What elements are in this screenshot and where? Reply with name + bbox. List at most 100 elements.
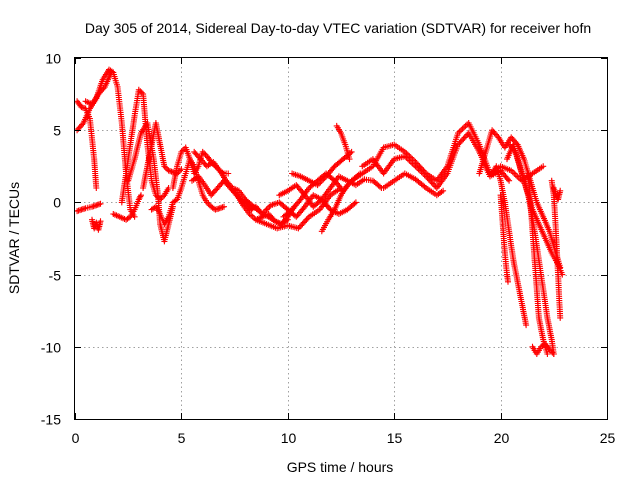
axes: 0 5 10 15 20 25 -15 -10 -5 0 5 10 [41, 51, 616, 447]
data-point [352, 199, 359, 206]
series-arc-33 [550, 185, 564, 203]
data-point [138, 192, 144, 199]
data-point [491, 130, 498, 137]
data-point [200, 159, 207, 165]
data-point [459, 125, 466, 132]
data-point [440, 187, 447, 194]
data-point [213, 186, 220, 193]
series-arc-24 [380, 170, 447, 199]
data-point [137, 193, 144, 200]
series-arc-4 [74, 66, 138, 220]
series-arc-20 [318, 182, 351, 235]
data-point [300, 219, 307, 226]
y-tick-label: -10 [41, 340, 61, 356]
data-point [304, 215, 311, 222]
y-tick-label: -5 [49, 268, 62, 284]
data-point [303, 216, 310, 223]
data-point [544, 351, 551, 357]
x-axis-title: GPS time / hours [287, 459, 394, 475]
data-point [108, 69, 115, 76]
series-arc-30 [525, 170, 551, 357]
data-point [506, 177, 513, 184]
data-point [509, 146, 516, 152]
data-point [221, 203, 227, 210]
x-tick-label: 0 [72, 430, 80, 446]
data-point [557, 187, 564, 194]
data-point [512, 172, 519, 178]
data-point [201, 150, 208, 157]
data-point [348, 148, 355, 155]
data-point [179, 147, 186, 154]
data-point [549, 349, 556, 356]
data-point [160, 193, 166, 200]
data-point [523, 322, 530, 329]
data-point [260, 209, 267, 216]
data-series [74, 66, 566, 357]
data-point [138, 89, 145, 96]
series-arc-31 [529, 340, 557, 357]
data-point [264, 205, 271, 212]
data-point [461, 124, 468, 131]
x-tick-label: 15 [387, 430, 403, 446]
data-point [178, 166, 185, 173]
data-point [296, 223, 303, 230]
data-point [225, 170, 232, 177]
series-arc-21 [333, 122, 353, 163]
data-point [192, 150, 199, 157]
data-point [95, 91, 102, 98]
data-point [302, 218, 309, 225]
data-point [377, 183, 383, 190]
data-point [227, 185, 234, 191]
y-tick-label: 5 [53, 123, 61, 139]
data-point [504, 176, 511, 183]
data-point [346, 156, 353, 163]
data-point [199, 148, 206, 155]
data-point [222, 179, 229, 186]
data-point [266, 212, 273, 219]
x-tick-label: 25 [600, 430, 616, 446]
data-point [456, 140, 463, 147]
data-point [265, 211, 272, 217]
data-point [263, 206, 270, 213]
data-point [158, 195, 165, 202]
data-point [550, 351, 557, 357]
data-point [406, 157, 413, 164]
series-arc-2 [74, 200, 104, 215]
y-axis-title: SDTVAR / TECUs [6, 182, 22, 294]
chart-title: Day 305 of 2014, Sidereal Day-to-day VTE… [85, 20, 591, 36]
data-point [557, 314, 564, 321]
series-arc-18 [276, 173, 385, 210]
series-arc-19 [289, 148, 355, 189]
data-point [330, 164, 337, 171]
data-point [97, 218, 104, 225]
data-point [513, 140, 520, 147]
x-tick-label: 20 [494, 430, 510, 446]
series-arc-9 [140, 120, 185, 191]
data-point [344, 182, 351, 189]
data-point [552, 192, 559, 199]
data-point [421, 172, 428, 178]
data-point [424, 174, 431, 181]
y-tick-label: -15 [41, 412, 61, 428]
series-arc-26 [489, 163, 530, 329]
data-point [511, 170, 518, 177]
data-point [455, 141, 461, 148]
data-point [428, 179, 435, 186]
data-point [540, 163, 547, 170]
data-point [218, 180, 225, 187]
data-point [212, 187, 218, 194]
data-point [351, 200, 358, 207]
data-point [316, 180, 322, 187]
data-point [505, 278, 511, 285]
data-point [459, 137, 465, 144]
series-arc-10 [148, 156, 227, 228]
data-point [228, 186, 235, 193]
data-point [266, 203, 273, 210]
data-point [161, 163, 168, 170]
data-point [407, 159, 414, 165]
series-arc-3 [89, 216, 104, 233]
grid [75, 58, 607, 419]
data-point [494, 133, 501, 139]
data-point [136, 195, 143, 202]
data-point [97, 200, 104, 207]
